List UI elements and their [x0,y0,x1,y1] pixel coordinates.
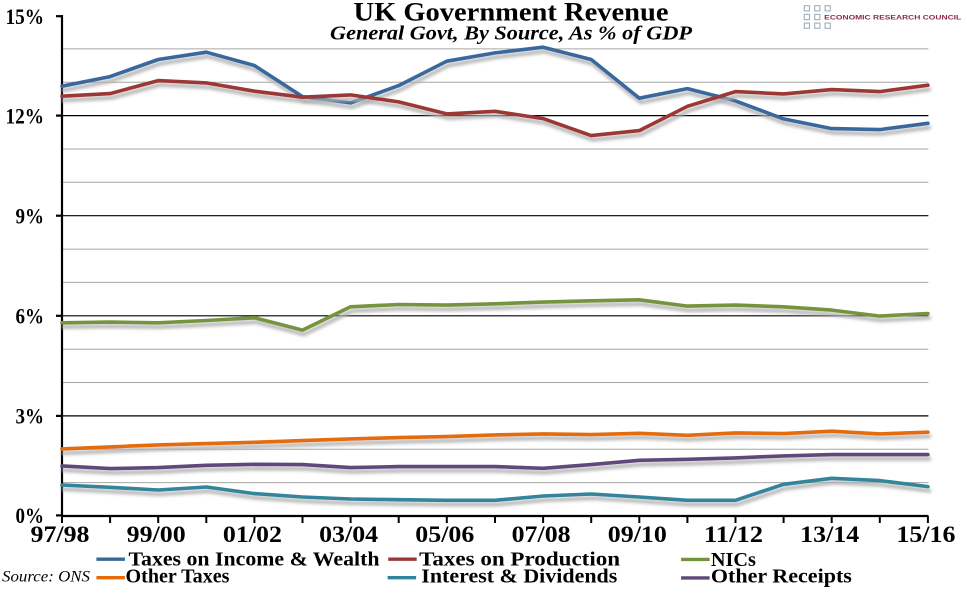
svg-text:05/06: 05/06 [415,522,474,547]
svg-text:07/08: 07/08 [512,522,571,547]
svg-text:12%: 12% [6,103,45,128]
svg-text:09/10: 09/10 [608,522,667,547]
svg-text:01/02: 01/02 [223,522,282,547]
svg-text:ECONOMIC RESEARCH COUNCIL: ECONOMIC RESEARCH COUNCIL [824,15,961,22]
svg-text:Taxes on Production: Taxes on Production [419,549,620,571]
svg-text:Other Receipts: Other Receipts [711,566,852,588]
svg-text:99/00: 99/00 [127,522,186,547]
svg-text:0%: 0% [16,503,45,528]
svg-text:15/16: 15/16 [896,522,955,547]
svg-text:03/04: 03/04 [319,522,379,547]
svg-text:97/98: 97/98 [31,522,90,547]
svg-text:6%: 6% [16,304,45,329]
svg-text:UK Government Revenue: UK Government Revenue [354,0,669,27]
svg-text:Source: ONS: Source: ONS [2,569,90,586]
svg-text:Other Taxes: Other Taxes [126,565,230,587]
svg-text:3%: 3% [16,404,45,429]
svg-text:Taxes on Income & Wealth: Taxes on Income & Wealth [129,549,380,571]
svg-text:15%: 15% [6,4,45,29]
svg-text:NICs: NICs [711,549,756,571]
svg-text:11/12: 11/12 [704,522,763,547]
svg-text:Interest & Dividends: Interest & Dividends [421,565,617,587]
svg-text:General Govt, By Source, As %: General Govt, By Source, As % of GDP [330,23,693,44]
svg-text:13/14: 13/14 [800,522,860,547]
svg-text:9%: 9% [16,203,45,228]
